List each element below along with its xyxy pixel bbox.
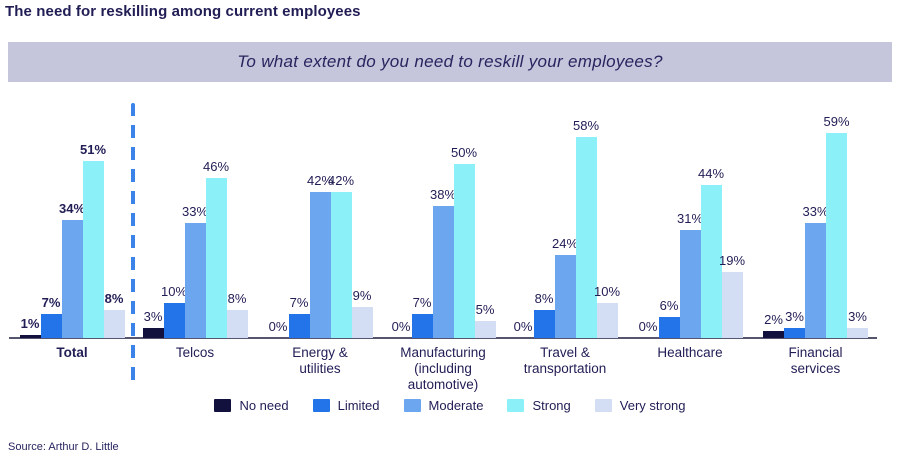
bar-limited-financial bbox=[784, 328, 805, 338]
bar-value-label: 0% bbox=[268, 319, 288, 334]
question-banner: To what extent do you need to reskill yo… bbox=[8, 42, 892, 82]
bar-strong-total bbox=[82, 161, 104, 338]
bar-value-label: 0% bbox=[391, 319, 411, 334]
bar-no-need-total bbox=[19, 335, 41, 338]
bar-moderate-total bbox=[61, 220, 83, 338]
bar-value-label: 7% bbox=[289, 295, 309, 310]
category-label-energy: Energy & utilities bbox=[292, 345, 348, 376]
bar-strong-energy bbox=[330, 192, 352, 338]
legend-swatch-moderate bbox=[403, 398, 421, 412]
bar-value-label: 7% bbox=[41, 295, 61, 310]
bar-value-label: 46% bbox=[202, 159, 230, 174]
bar-value-label: 0% bbox=[513, 319, 533, 334]
legend-item-limited: Limited bbox=[312, 397, 380, 413]
legend-swatch-very-strong bbox=[594, 398, 612, 412]
bar-strong-travel bbox=[575, 137, 597, 338]
bar-moderate-healthcare bbox=[679, 230, 701, 338]
bar-value-label: 58% bbox=[572, 118, 600, 133]
legend: No need Limited Moderate Strong Very strong bbox=[0, 395, 900, 415]
bar-very-strong-travel bbox=[596, 303, 618, 338]
bar-limited-healthcare bbox=[658, 317, 680, 338]
bar-moderate-telcos bbox=[184, 223, 206, 338]
bar-value-label: 31% bbox=[676, 211, 704, 226]
legend-swatch-strong bbox=[507, 398, 525, 412]
category-label-healthcare: Healthcare bbox=[657, 345, 723, 360]
bar-value-label: 44% bbox=[697, 166, 725, 181]
bar-value-label: 6% bbox=[659, 298, 679, 313]
bar-value-label: 10% bbox=[593, 284, 621, 299]
page-title: The need for reskilling among current em… bbox=[5, 3, 361, 20]
legend-swatch-no-need bbox=[214, 398, 232, 412]
x-axis-line bbox=[9, 337, 877, 339]
category-label-financial: Financial services bbox=[788, 345, 843, 376]
bar-value-label: 24% bbox=[551, 236, 579, 251]
bar-very-strong-energy bbox=[351, 307, 373, 338]
bar-moderate-energy bbox=[309, 192, 331, 338]
bar-value-label: 33% bbox=[181, 204, 209, 219]
bar-very-strong-total bbox=[103, 310, 125, 338]
bar-value-label: 3% bbox=[143, 309, 163, 324]
bar-no-need-financial bbox=[763, 331, 784, 338]
bar-value-label: 3% bbox=[848, 309, 867, 324]
legend-label: Moderate bbox=[428, 397, 484, 413]
source-text: Source: Arthur D. Little bbox=[8, 441, 119, 453]
legend-label: Limited bbox=[337, 397, 380, 413]
bar-strong-telcos bbox=[205, 178, 227, 338]
bar-value-label: 2% bbox=[764, 312, 783, 327]
bar-very-strong-telcos bbox=[226, 310, 248, 338]
bar-value-label: 34% bbox=[58, 201, 86, 216]
bar-moderate-manufacturing bbox=[432, 206, 454, 338]
bar-value-label: 50% bbox=[450, 145, 478, 160]
bar-value-label: 5% bbox=[475, 302, 495, 317]
bar-strong-manufacturing bbox=[453, 164, 475, 338]
bar-value-label: 10% bbox=[160, 284, 188, 299]
bar-very-strong-financial bbox=[847, 328, 868, 338]
legend-swatch-limited bbox=[312, 398, 330, 412]
category-label-telcos: Telcos bbox=[175, 345, 215, 360]
bar-value-label: 8% bbox=[227, 291, 247, 306]
legend-item-strong: Strong bbox=[507, 397, 571, 413]
category-label-manufacturing: Manufacturing (including automotive) bbox=[400, 345, 486, 392]
bar-very-strong-healthcare bbox=[721, 272, 743, 338]
bar-value-label: 7% bbox=[412, 295, 432, 310]
bar-value-label: 8% bbox=[104, 291, 124, 306]
bar-very-strong-manufacturing bbox=[474, 321, 496, 338]
bar-strong-healthcare bbox=[700, 185, 722, 338]
legend-item-very-strong: Very strong bbox=[594, 397, 686, 413]
bar-value-label: 1% bbox=[20, 316, 40, 331]
bar-moderate-financial bbox=[805, 223, 826, 338]
legend-label: No need bbox=[239, 397, 289, 413]
bar-limited-telcos bbox=[163, 303, 185, 338]
bar-value-label: 33% bbox=[802, 204, 829, 219]
legend-label: Very strong bbox=[619, 397, 686, 413]
bar-value-label: 8% bbox=[534, 291, 554, 306]
bar-value-label: 19% bbox=[718, 253, 746, 268]
bar-limited-manufacturing bbox=[411, 314, 433, 338]
bar-value-label: 0% bbox=[638, 319, 658, 334]
bar-value-label: 38% bbox=[429, 187, 457, 202]
category-label-travel: Travel & transportation bbox=[523, 345, 607, 376]
bar-moderate-travel bbox=[554, 255, 576, 338]
bar-value-label: 42% bbox=[306, 173, 334, 188]
bar-no-need-telcos bbox=[142, 328, 164, 338]
legend-item-moderate: Moderate bbox=[403, 397, 484, 413]
bar-limited-energy bbox=[288, 314, 310, 338]
category-label-total: Total bbox=[56, 345, 88, 360]
legend-label: Strong bbox=[532, 397, 571, 413]
bar-value-label: 42% bbox=[327, 173, 355, 188]
bar-limited-total bbox=[40, 314, 62, 338]
bar-value-label: 3% bbox=[785, 309, 804, 324]
bar-value-label: 59% bbox=[823, 114, 850, 129]
legend-item-no-need: No need bbox=[214, 397, 289, 413]
question-text: To what extent do you need to reskill yo… bbox=[237, 52, 663, 71]
bar-value-label: 51% bbox=[79, 142, 107, 157]
bar-limited-travel bbox=[533, 310, 555, 338]
bar-value-label: 9% bbox=[352, 288, 372, 303]
bar-strong-financial bbox=[826, 133, 847, 338]
total-divider-dashed-line bbox=[131, 103, 135, 388]
